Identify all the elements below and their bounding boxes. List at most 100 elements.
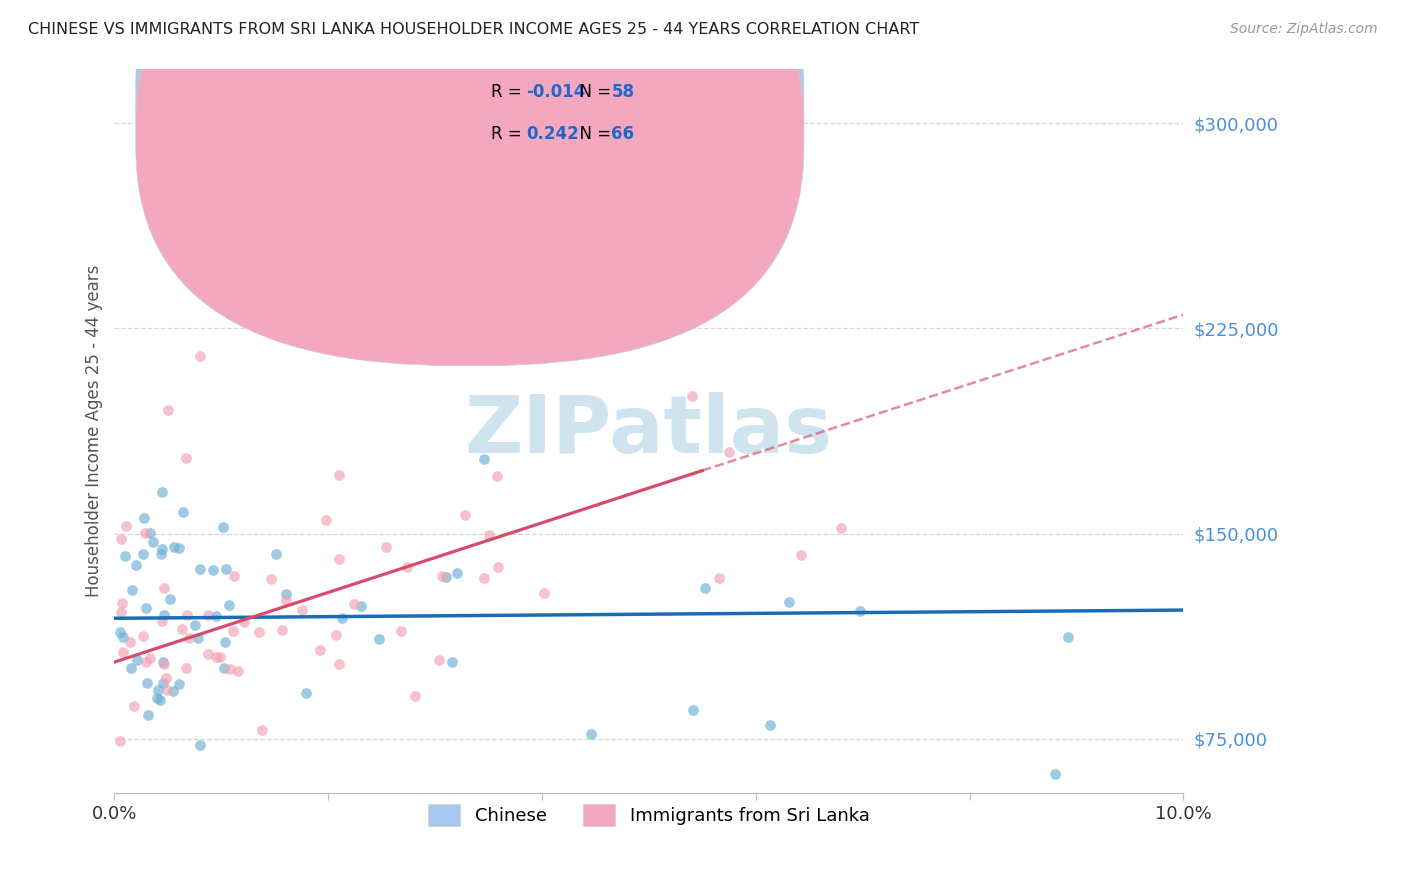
Point: [152, 582, 174, 596]
Point: [790, 549, 813, 563]
Point: [152, 655, 174, 669]
Point: [290, 603, 312, 617]
Point: [212, 520, 235, 534]
Point: [212, 661, 235, 675]
Text: CHINESE VS IMMIGRANTS FROM SRI LANKA HOUSEHOLDER INCOME AGES 25 - 44 YEARS CORRE: CHINESE VS IMMIGRANTS FROM SRI LANKA HOU…: [28, 22, 920, 37]
Point: [188, 349, 211, 363]
Point: [681, 389, 703, 403]
Point: [110, 532, 132, 546]
Point: [163, 540, 186, 554]
Point: [172, 505, 194, 519]
Point: [184, 618, 207, 632]
Point: [134, 525, 156, 540]
Point: [250, 723, 273, 738]
Point: [125, 558, 148, 572]
Point: [120, 661, 142, 675]
Point: [830, 520, 852, 534]
Point: [395, 559, 418, 574]
Text: R =: R =: [491, 84, 527, 102]
Point: [581, 726, 603, 740]
Point: [114, 549, 136, 564]
Point: [176, 661, 198, 675]
Point: [717, 445, 740, 459]
Point: [215, 562, 238, 576]
Point: [404, 689, 426, 703]
Point: [434, 570, 457, 584]
Point: [172, 622, 194, 636]
Point: [233, 615, 256, 630]
Point: [111, 596, 134, 610]
Point: [122, 698, 145, 713]
Point: [159, 591, 181, 606]
Point: [146, 690, 169, 705]
Point: [162, 683, 184, 698]
Legend: Chinese, Immigrants from Sri Lanka: Chinese, Immigrants from Sri Lanka: [419, 795, 879, 835]
Point: [152, 676, 174, 690]
Text: 66: 66: [612, 125, 634, 143]
Point: [222, 624, 245, 639]
Point: [132, 547, 155, 561]
Point: [202, 563, 225, 577]
Point: [485, 469, 508, 483]
Point: [169, 677, 191, 691]
Point: [150, 615, 173, 629]
Point: [224, 826, 246, 840]
Point: [1043, 767, 1066, 781]
Point: [218, 599, 240, 613]
Text: N =: N =: [568, 84, 616, 102]
FancyBboxPatch shape: [434, 72, 692, 170]
Point: [368, 632, 391, 646]
Text: 58: 58: [612, 84, 634, 102]
Text: N =: N =: [568, 125, 616, 143]
Point: [375, 540, 398, 554]
Point: [135, 601, 157, 615]
Point: [115, 519, 138, 533]
Point: [472, 571, 495, 585]
Point: [446, 566, 468, 580]
Point: [108, 733, 131, 747]
FancyBboxPatch shape: [136, 0, 804, 326]
Point: [138, 650, 160, 665]
Point: [197, 608, 219, 623]
Text: R =: R =: [491, 125, 531, 143]
Point: [179, 632, 201, 646]
Point: [187, 631, 209, 645]
Point: [139, 525, 162, 540]
Point: [153, 657, 176, 671]
Point: [1056, 630, 1078, 644]
Point: [759, 718, 782, 732]
Point: [266, 548, 288, 562]
Point: [176, 608, 198, 623]
Point: [118, 635, 141, 649]
Point: [174, 451, 197, 466]
Text: 0.242: 0.242: [526, 125, 579, 143]
Point: [205, 608, 228, 623]
Y-axis label: Householder Income Ages 25 - 44 years: Householder Income Ages 25 - 44 years: [86, 265, 103, 597]
Point: [111, 630, 134, 644]
Point: [155, 671, 177, 685]
Point: [134, 511, 156, 525]
Point: [432, 568, 454, 582]
Point: [343, 597, 366, 611]
Point: [441, 655, 464, 669]
Point: [197, 647, 219, 661]
Point: [478, 527, 501, 541]
Point: [454, 508, 477, 522]
Point: [276, 593, 298, 607]
Point: [427, 652, 450, 666]
Point: [328, 551, 350, 566]
Point: [188, 562, 211, 576]
Point: [350, 599, 373, 613]
Point: [330, 611, 353, 625]
Point: [222, 569, 245, 583]
Point: [315, 513, 337, 527]
Point: [276, 587, 298, 601]
Point: [472, 452, 495, 467]
Point: [695, 581, 717, 595]
Point: [108, 625, 131, 640]
Point: [136, 707, 159, 722]
Point: [150, 541, 173, 556]
Point: [152, 608, 174, 623]
Point: [271, 623, 294, 637]
Point: [146, 683, 169, 698]
